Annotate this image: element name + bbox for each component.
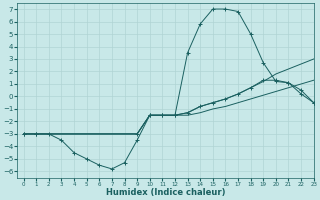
X-axis label: Humidex (Indice chaleur): Humidex (Indice chaleur) [106,188,225,197]
